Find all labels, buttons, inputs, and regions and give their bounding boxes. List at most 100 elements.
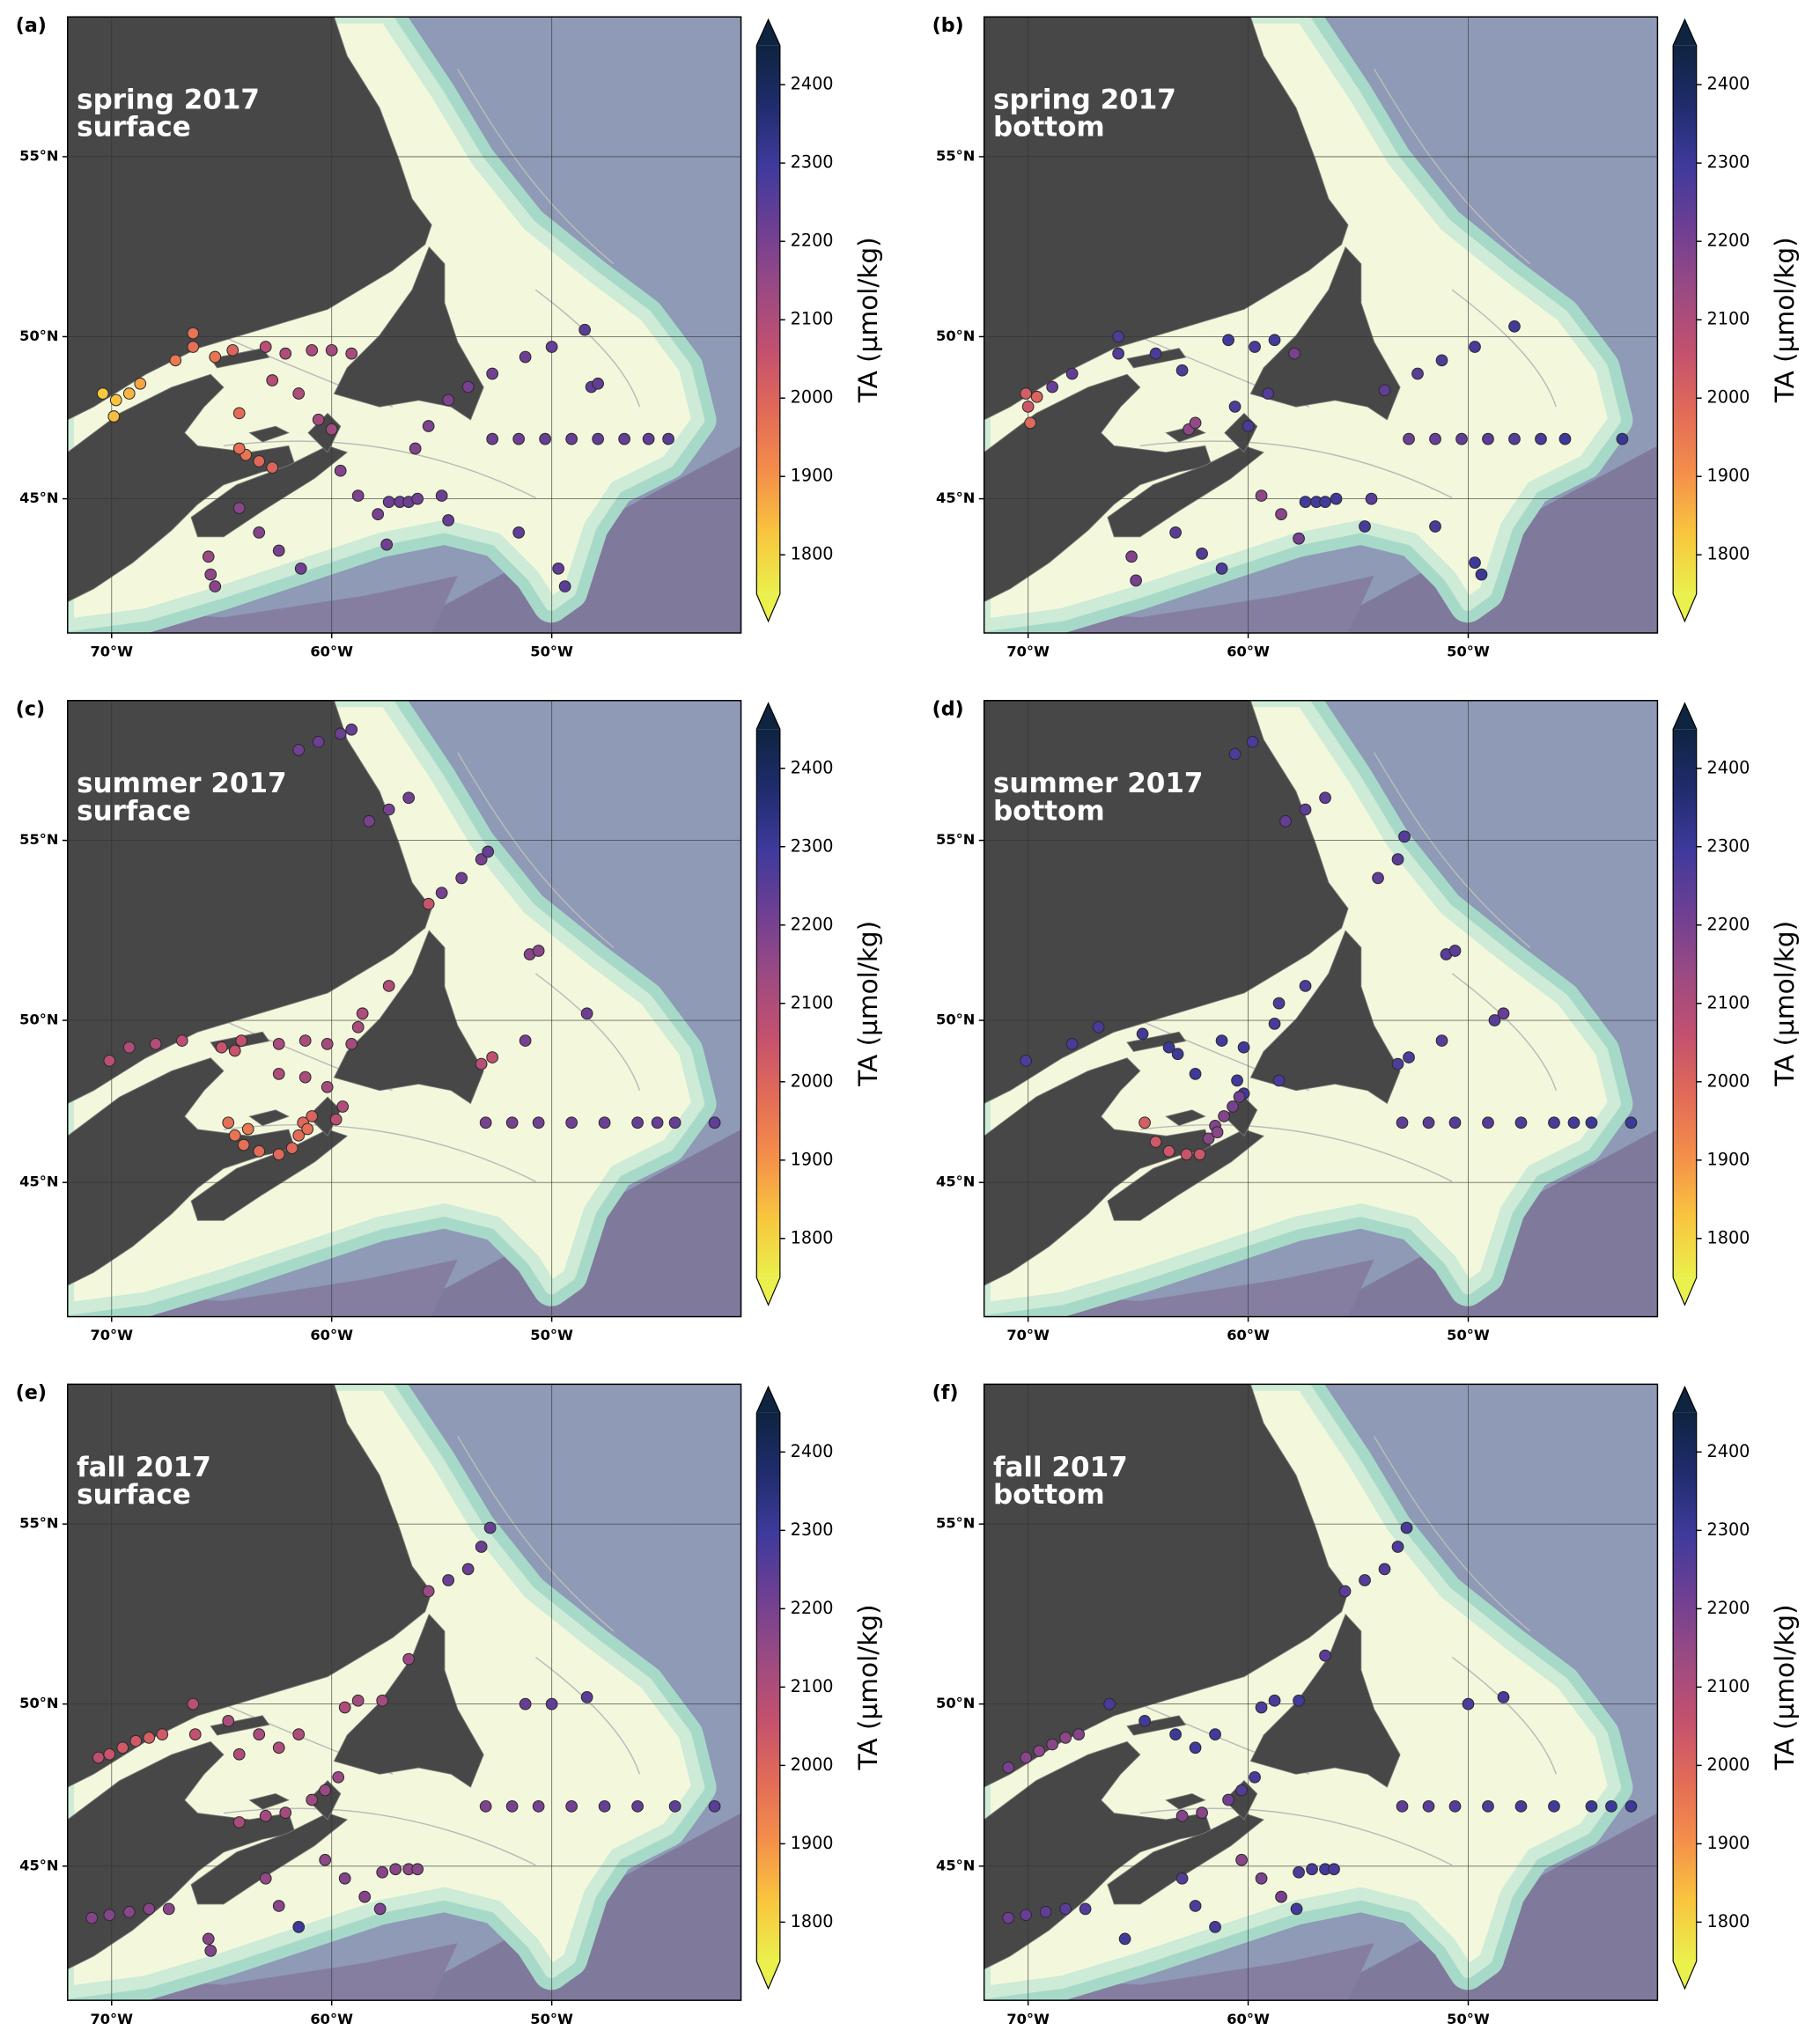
station-point [1448, 945, 1462, 957]
station-point [351, 489, 365, 502]
station-point [486, 1051, 499, 1063]
colorbar-extend-top [1673, 703, 1697, 730]
station-point [143, 1732, 156, 1744]
station-point [116, 1741, 129, 1755]
colorbar-tick-label: 2200 [1707, 1598, 1750, 1618]
station-point [1002, 1761, 1015, 1774]
station-point [631, 1116, 644, 1129]
station-point [279, 1806, 292, 1819]
station-point [334, 727, 347, 740]
colorbar-tick-label: 2300 [1707, 835, 1750, 856]
y-tick-label: 45°N [19, 1857, 58, 1873]
station-point [209, 580, 222, 592]
station-point [1448, 1116, 1462, 1129]
station-point [253, 1728, 266, 1740]
station-point [1030, 390, 1043, 403]
panel-label: (f) [932, 1381, 959, 1404]
x-tick-label: 60°W [310, 1327, 353, 1343]
colorbar: 1800 1900 2000 2100 2200 2300 2400 TA (µmol/kg) [1672, 18, 1800, 623]
station-point [708, 1799, 721, 1813]
x-tick-label: 70°W [90, 2011, 133, 2027]
station-point [319, 1784, 332, 1797]
station-point [237, 1138, 250, 1151]
station-point [1255, 489, 1268, 502]
map-panel: 70°W 60°W 50°W 45°N 50°N 55°N (c) summer 2017su… [16, 698, 883, 1344]
station-point [382, 803, 395, 816]
station-point [345, 723, 358, 736]
station-point [215, 1041, 228, 1054]
station-point [122, 1905, 136, 1918]
station-point [306, 1110, 319, 1122]
station-point [1365, 492, 1378, 505]
map-subtitle: bottom [993, 1479, 1105, 1511]
y-tick-label: 50°N [936, 1012, 975, 1028]
map-subtitle: bottom [993, 112, 1105, 143]
station-point [372, 508, 385, 520]
x-tick-label: 60°W [1227, 1327, 1270, 1343]
station-point [545, 1697, 558, 1711]
station-point [545, 341, 558, 353]
x-tick-label: 60°W [310, 644, 353, 660]
map-panel: 70°W 60°W 50°W 45°N 50°N 55°N (e) fall 2017surf… [16, 1381, 883, 2027]
station-point [1249, 341, 1261, 353]
colorbar-tick-label: 1900 [791, 466, 834, 486]
station-point [1222, 334, 1234, 347]
y-tick-label: 45°N [936, 489, 975, 506]
colorbar-tick-label: 1900 [791, 1833, 834, 1853]
station-point [129, 1734, 143, 1747]
station-point [1020, 1054, 1033, 1067]
station-point [1039, 1905, 1052, 1918]
colorbar-tick-label: 2200 [1707, 231, 1750, 251]
station-point [1268, 1694, 1281, 1707]
colorbar: 1800 1900 2000 2100 2200 2300 2400 TA (µmol/kg) [1672, 702, 1800, 1306]
station-point [1092, 1020, 1105, 1034]
station-point [1169, 526, 1182, 539]
station-point [1228, 747, 1242, 761]
colorbar-tick-label: 2000 [1707, 387, 1750, 408]
station-point [1237, 1041, 1250, 1054]
colorbar-label: TA (µmol/kg) [853, 921, 883, 1087]
station-point [512, 432, 526, 445]
station-point [580, 1690, 593, 1703]
colorbar-tick-label: 2200 [1707, 914, 1750, 934]
x-tick-label: 50°W [1447, 644, 1490, 660]
station-point [1072, 1728, 1085, 1740]
station-point [1021, 401, 1035, 413]
station-point [651, 1116, 664, 1129]
station-point [1268, 334, 1281, 347]
station-point [1175, 364, 1189, 377]
station-point [505, 1116, 519, 1129]
station-point [279, 347, 292, 360]
station-point [1422, 1799, 1435, 1813]
station-point [294, 563, 307, 575]
colorbar-tick-label: 2100 [1707, 992, 1750, 1012]
colorbar-frame [1672, 702, 1698, 1306]
x-tick-label: 60°W [1227, 644, 1270, 660]
x-tick-label: 70°W [1006, 1327, 1050, 1343]
station-point [631, 1799, 644, 1813]
station-point [1372, 872, 1384, 885]
x-tick-label: 60°W [310, 2011, 353, 2027]
map-panel: 70°W 60°W 50°W 45°N 50°N 55°N (b) spring 2017bo… [932, 14, 1800, 660]
station-point [232, 502, 246, 514]
station-point [1391, 853, 1404, 865]
station-point [1475, 568, 1488, 581]
colorbar-tick-label: 2300 [1707, 1519, 1750, 1540]
colorbar-extend-bottom [1673, 1961, 1697, 1989]
station-point [1255, 1701, 1268, 1714]
station-point [1605, 1799, 1617, 1813]
x-tick-label: 50°W [530, 2011, 573, 2027]
x-tick-label: 70°W [90, 1327, 133, 1343]
colorbar-frame [755, 1385, 781, 1990]
station-point [1299, 496, 1312, 508]
station-point [1242, 420, 1255, 432]
station-point [565, 1116, 578, 1129]
colorbar-tick-label: 2100 [1707, 1676, 1750, 1696]
station-point [1211, 1126, 1224, 1138]
station-point [411, 492, 424, 505]
station-point [1429, 520, 1441, 533]
station-point [1222, 1793, 1234, 1806]
station-point [336, 1100, 350, 1113]
station-point [103, 1909, 116, 1922]
station-point [1508, 320, 1521, 333]
